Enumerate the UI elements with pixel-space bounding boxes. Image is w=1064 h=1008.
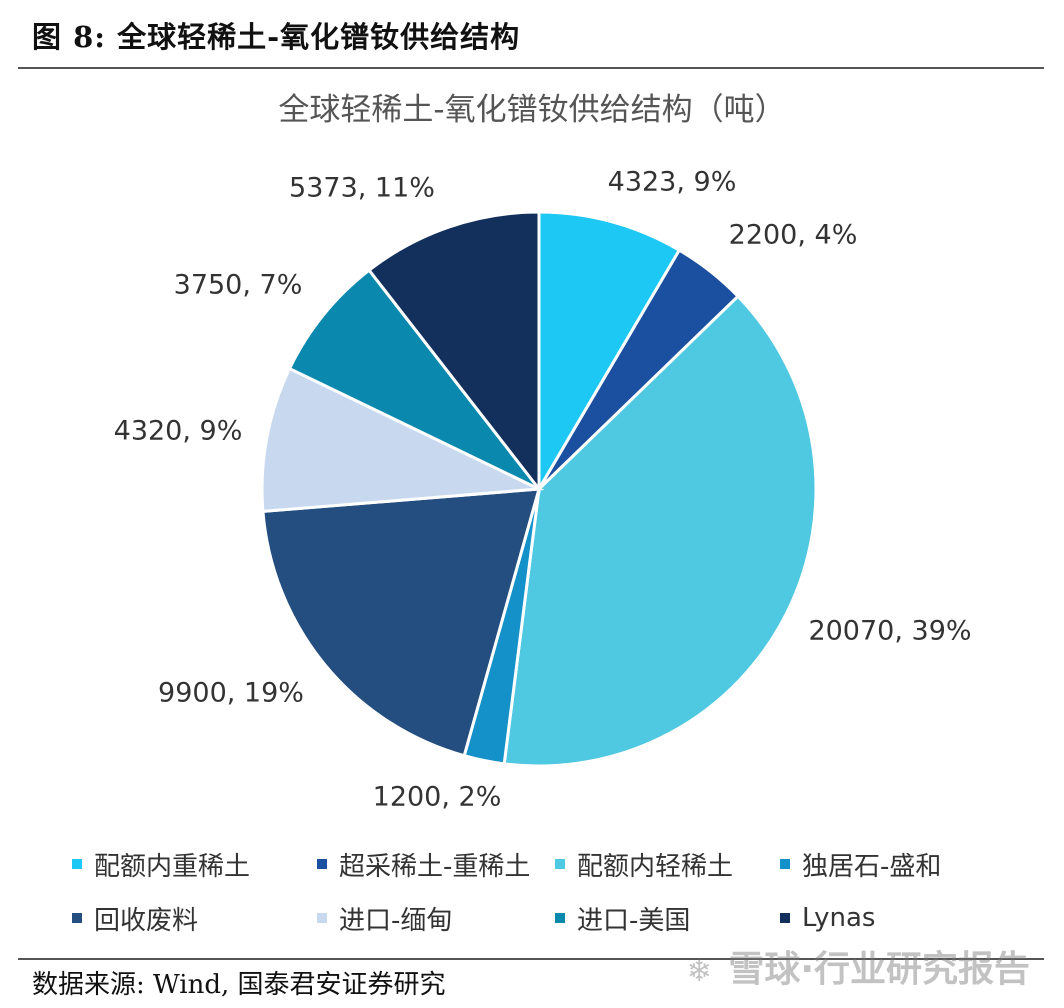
watermark: ❄ 雪球·行业研究报告	[687, 940, 1030, 992]
legend-swatch	[72, 859, 82, 869]
legend-label: 进口-美国	[577, 905, 691, 936]
pie-slice-6	[260, 366, 545, 514]
legend-swatch	[780, 913, 790, 923]
chart-title: 全球轻稀土-氧化镨钕供给结构（吨）	[278, 92, 786, 128]
legend-label: 进口-缅甸	[339, 905, 453, 936]
pie-slices	[260, 210, 818, 768]
data-label-5: 9900, 19%	[158, 678, 304, 709]
legend-swatch	[72, 913, 82, 923]
figure-caption: 图 8: 全球轻稀土-氧化镨钕供给结构	[32, 20, 521, 54]
pie-slice-1	[537, 210, 682, 495]
data-label-8: 5373, 11%	[289, 173, 435, 204]
legend-swatch	[555, 859, 565, 869]
legend-swatch	[780, 859, 790, 869]
snowball-logo-icon: ❄	[686, 954, 712, 989]
pie-slice-5	[261, 487, 542, 758]
legend-item-8: Lynas	[780, 902, 1010, 934]
legend-swatch	[555, 913, 565, 923]
legend-label: 配额内轻稀土	[577, 851, 734, 882]
pie-slice-8	[367, 210, 541, 494]
legend-swatch	[317, 859, 327, 869]
bottom-rule	[18, 958, 1044, 960]
source-note: 数据来源: Wind, 国泰君安证券研究	[32, 970, 446, 1000]
legend-item-2: 超采稀土-重稀土	[317, 848, 555, 882]
legend-item-3: 配额内轻稀土	[555, 848, 780, 882]
data-label-2: 2200, 4%	[729, 220, 858, 251]
legend-label: 独居石-盛和	[802, 851, 942, 882]
legend-item-4: 独居石-盛和	[780, 848, 1010, 882]
legend-label: 超采稀土-重稀土	[339, 851, 531, 882]
legend-label: 回收废料	[94, 905, 199, 936]
chart-legend: 配额内重稀土 超采稀土-重稀土 配额内轻稀土 独居石-盛和回收废料 进口-缅甸 进口-美国…	[72, 848, 1032, 936]
legend-swatch	[317, 913, 327, 923]
data-label-7: 3750, 7%	[174, 270, 303, 301]
legend-item-6: 进口-缅甸	[317, 902, 555, 936]
data-label-1: 4323, 9%	[608, 167, 737, 198]
legend-item-7: 进口-美国	[555, 902, 780, 936]
legend-item-1: 配额内重稀土	[72, 848, 317, 882]
legend-item-5: 回收废料	[72, 902, 317, 936]
data-label-4: 1200, 2%	[373, 782, 502, 813]
legend-label: 配额内重稀土	[94, 851, 251, 882]
data-label-3: 20070, 39%	[808, 616, 971, 647]
pie-data-labels: 4323, 9% 2200, 4% 20070, 39% 1200, 2% 9900, …	[114, 167, 972, 813]
data-label-6: 4320, 9%	[114, 416, 243, 447]
legend-label: Lynas	[802, 903, 876, 933]
top-rule	[18, 67, 1044, 69]
watermark-text: 雪球·行业研究报告	[728, 949, 1030, 990]
pie-slice-3	[502, 294, 818, 768]
pie-slice-7	[287, 268, 541, 491]
